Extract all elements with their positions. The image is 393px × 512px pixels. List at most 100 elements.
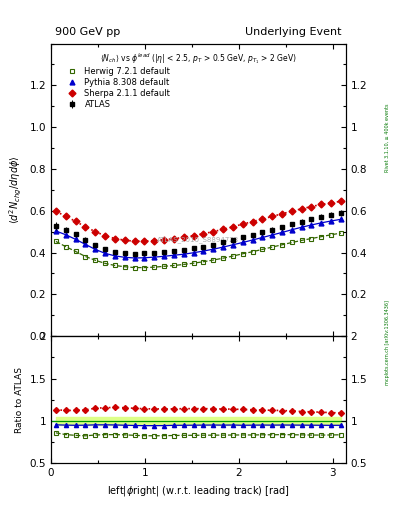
Sherpa 2.1.1 default bbox=[152, 238, 157, 244]
Herwig 7.2.1 default bbox=[93, 257, 97, 263]
Herwig 7.2.1 default bbox=[230, 253, 235, 259]
Text: 900 GeV pp: 900 GeV pp bbox=[55, 27, 120, 37]
Sherpa 2.1.1 default bbox=[73, 218, 78, 224]
Pythia 8.308 default bbox=[260, 234, 265, 241]
Pythia 8.308 default bbox=[142, 254, 147, 261]
Pythia 8.308 default bbox=[93, 246, 97, 252]
Herwig 7.2.1 default bbox=[240, 251, 245, 257]
Sherpa 2.1.1 default bbox=[240, 221, 245, 227]
Sherpa 2.1.1 default bbox=[83, 224, 88, 230]
Sherpa 2.1.1 default bbox=[142, 238, 147, 244]
Herwig 7.2.1 default bbox=[132, 265, 137, 271]
Sherpa 2.1.1 default bbox=[280, 211, 285, 217]
Pythia 8.308 default bbox=[132, 255, 137, 261]
Herwig 7.2.1 default bbox=[182, 261, 186, 267]
Herwig 7.2.1 default bbox=[152, 264, 157, 270]
Pythia 8.308 default bbox=[250, 237, 255, 243]
X-axis label: left$|\phi$right$|$ (w.r.t. leading track) [rad]: left$|\phi$right$|$ (w.r.t. leading trac… bbox=[107, 484, 290, 498]
Pythia 8.308 default bbox=[309, 222, 314, 228]
Sherpa 2.1.1 default bbox=[132, 238, 137, 244]
Line: Pythia 8.308 default: Pythia 8.308 default bbox=[53, 217, 343, 261]
Sherpa 2.1.1 default bbox=[230, 224, 235, 230]
Legend: Herwig 7.2.1 default, Pythia 8.308 default, Sherpa 2.1.1 default, ATLAS: Herwig 7.2.1 default, Pythia 8.308 defau… bbox=[61, 65, 172, 111]
Sherpa 2.1.1 default bbox=[172, 236, 176, 242]
Sherpa 2.1.1 default bbox=[201, 230, 206, 237]
Sherpa 2.1.1 default bbox=[122, 237, 127, 243]
Y-axis label: Ratio to ATLAS: Ratio to ATLAS bbox=[15, 367, 24, 433]
Pythia 8.308 default bbox=[201, 248, 206, 254]
Herwig 7.2.1 default bbox=[299, 238, 304, 244]
Herwig 7.2.1 default bbox=[338, 230, 343, 236]
Sherpa 2.1.1 default bbox=[270, 214, 274, 220]
Herwig 7.2.1 default bbox=[142, 265, 147, 271]
Pythia 8.308 default bbox=[230, 242, 235, 248]
Herwig 7.2.1 default bbox=[260, 246, 265, 252]
Sherpa 2.1.1 default bbox=[191, 232, 196, 239]
Herwig 7.2.1 default bbox=[191, 260, 196, 266]
Herwig 7.2.1 default bbox=[319, 233, 324, 240]
Herwig 7.2.1 default bbox=[329, 232, 334, 238]
Sherpa 2.1.1 default bbox=[338, 198, 343, 204]
Sherpa 2.1.1 default bbox=[182, 234, 186, 240]
Herwig 7.2.1 default bbox=[122, 264, 127, 270]
Pythia 8.308 default bbox=[211, 246, 216, 252]
Herwig 7.2.1 default bbox=[309, 236, 314, 242]
Sherpa 2.1.1 default bbox=[162, 237, 166, 243]
Sherpa 2.1.1 default bbox=[260, 216, 265, 222]
Y-axis label: $\langle d^2 N_{chg}/d\eta d\phi \rangle$: $\langle d^2 N_{chg}/d\eta d\phi \rangle… bbox=[8, 156, 24, 224]
Sherpa 2.1.1 default bbox=[250, 219, 255, 225]
Sherpa 2.1.1 default bbox=[103, 233, 108, 239]
Herwig 7.2.1 default bbox=[290, 240, 294, 246]
Sherpa 2.1.1 default bbox=[211, 228, 216, 234]
Herwig 7.2.1 default bbox=[250, 249, 255, 255]
Sherpa 2.1.1 default bbox=[53, 208, 58, 215]
Pythia 8.308 default bbox=[162, 253, 166, 260]
Pythia 8.308 default bbox=[83, 241, 88, 247]
Pythia 8.308 default bbox=[182, 251, 186, 257]
Pythia 8.308 default bbox=[319, 220, 324, 226]
Pythia 8.308 default bbox=[280, 229, 285, 236]
Pythia 8.308 default bbox=[73, 237, 78, 243]
Text: mcplots.cern.ch [arXiv:1306.3436]: mcplots.cern.ch [arXiv:1306.3436] bbox=[385, 301, 390, 386]
Pythia 8.308 default bbox=[152, 254, 157, 260]
Sherpa 2.1.1 default bbox=[113, 236, 118, 242]
Text: Underlying Event: Underlying Event bbox=[245, 27, 342, 37]
Sherpa 2.1.1 default bbox=[299, 206, 304, 212]
Sherpa 2.1.1 default bbox=[290, 208, 294, 214]
Pythia 8.308 default bbox=[270, 232, 274, 238]
Sherpa 2.1.1 default bbox=[93, 228, 97, 234]
Line: Herwig 7.2.1 default: Herwig 7.2.1 default bbox=[53, 231, 343, 270]
Text: $\langle N_{ch}\rangle$ vs $\phi^{lead}$ ($|\eta|$ < 2.5, $p_T$ > 0.5 GeV, $p_{T: $\langle N_{ch}\rangle$ vs $\phi^{lead}$… bbox=[100, 51, 297, 66]
Herwig 7.2.1 default bbox=[113, 263, 118, 269]
Pythia 8.308 default bbox=[172, 252, 176, 259]
Pythia 8.308 default bbox=[290, 227, 294, 233]
Pythia 8.308 default bbox=[103, 250, 108, 257]
Herwig 7.2.1 default bbox=[201, 259, 206, 265]
Pythia 8.308 default bbox=[63, 232, 68, 238]
Herwig 7.2.1 default bbox=[280, 242, 285, 248]
Pythia 8.308 default bbox=[338, 216, 343, 222]
Herwig 7.2.1 default bbox=[103, 260, 108, 266]
Pythia 8.308 default bbox=[240, 240, 245, 246]
Pythia 8.308 default bbox=[299, 224, 304, 230]
Text: Rivet 3.1.10, ≥ 400k events: Rivet 3.1.10, ≥ 400k events bbox=[385, 104, 390, 173]
Sherpa 2.1.1 default bbox=[319, 201, 324, 207]
Pythia 8.308 default bbox=[53, 228, 58, 234]
Herwig 7.2.1 default bbox=[53, 239, 58, 245]
Herwig 7.2.1 default bbox=[270, 244, 274, 250]
Pythia 8.308 default bbox=[122, 254, 127, 261]
Pythia 8.308 default bbox=[221, 244, 226, 250]
Text: ATLAS_2010_S8894728: ATLAS_2010_S8894728 bbox=[158, 236, 239, 243]
Sherpa 2.1.1 default bbox=[221, 226, 226, 232]
Pythia 8.308 default bbox=[191, 250, 196, 256]
Herwig 7.2.1 default bbox=[73, 248, 78, 254]
Sherpa 2.1.1 default bbox=[63, 214, 68, 220]
Herwig 7.2.1 default bbox=[83, 253, 88, 260]
Herwig 7.2.1 default bbox=[221, 255, 226, 261]
Pythia 8.308 default bbox=[113, 253, 118, 259]
Herwig 7.2.1 default bbox=[63, 244, 68, 250]
Sherpa 2.1.1 default bbox=[329, 200, 334, 206]
Herwig 7.2.1 default bbox=[172, 263, 176, 269]
Sherpa 2.1.1 default bbox=[309, 203, 314, 209]
Herwig 7.2.1 default bbox=[211, 257, 216, 263]
